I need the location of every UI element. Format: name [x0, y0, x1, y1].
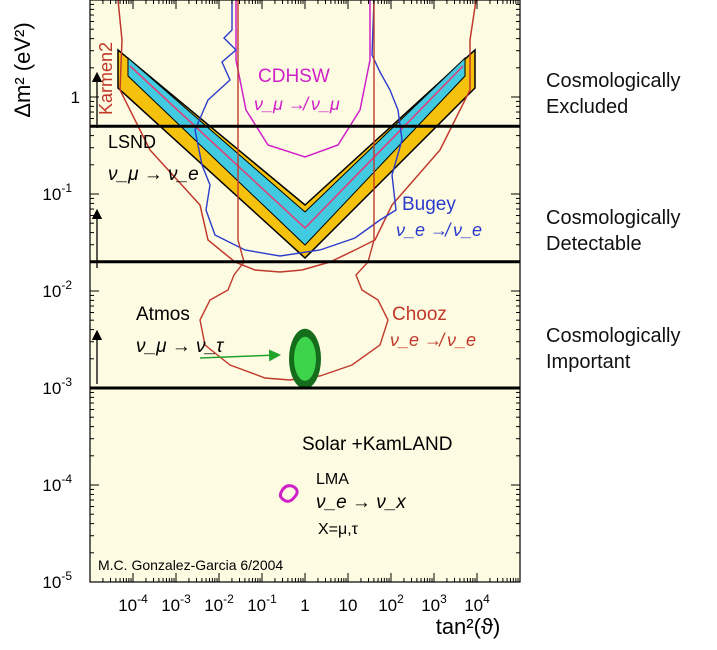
x-tick-label: 10-4	[118, 592, 148, 615]
label-cosmologically-excluded: Cosmologically Excluded	[546, 68, 681, 120]
atmos-process-label: ν_μ → ν_τ	[136, 336, 225, 357]
bugey-process-label: ν_e ↛ ν_e	[396, 220, 482, 240]
lsnd-best-fit-curve	[129, 65, 464, 230]
x-tick-label: 10	[339, 596, 358, 615]
atmos-arrow	[199, 349, 281, 362]
x-tick-label: 104	[464, 592, 490, 615]
y-tick-label: 1	[71, 88, 80, 107]
x-axis-label: tan²(ϑ)	[436, 614, 501, 639]
y-tick-label: 10-2	[42, 278, 72, 301]
cdhsw-process-label: ν_μ ↛ ν_μ	[254, 94, 340, 114]
y-axis-label: Δm² (eV²)	[10, 22, 35, 117]
x-tick-label: 10-2	[204, 592, 234, 615]
chooz-label: Chooz	[392, 304, 447, 325]
y-tick-label: 10-4	[42, 472, 72, 495]
x-tick-label: 10-3	[161, 592, 191, 615]
side-label-line1: Cosmologically	[546, 325, 681, 347]
cdhsw-exclusion-curve	[235, 0, 371, 158]
side-label-line1: Cosmologically	[546, 70, 681, 92]
y-tick-label: 10-3	[42, 375, 72, 398]
karmen2-label: Karmen2	[96, 42, 116, 115]
x-tick-label: 10-1	[247, 592, 277, 615]
x-tick-label: 102	[378, 592, 404, 615]
atmos-label: Atmos	[136, 304, 190, 325]
side-label-line2: Important	[546, 351, 631, 373]
chooz-process-label: ν_e ↛ ν_e	[390, 330, 476, 350]
solar-kamland-label: Solar +KamLAND	[302, 434, 452, 455]
cdhsw-label: CDHSW	[258, 66, 330, 87]
side-label-line2: Detectable	[546, 233, 642, 255]
y-tick-label: 10-5	[42, 569, 72, 592]
lma-process-label: ν_e → ν_x	[316, 492, 407, 513]
credit-label: M.C. Gonzalez-Garcia 6/2004	[98, 557, 283, 573]
lma-label: LMA	[316, 471, 349, 488]
label-cosmologically-important: Cosmologically Important	[546, 323, 681, 375]
x-tick-label: 1	[300, 596, 309, 615]
side-label-line1: Cosmologically	[546, 207, 681, 229]
karmen2-exclusion-curve	[117, 0, 477, 273]
side-label-line2: Excluded	[546, 96, 629, 118]
lsnd-label: LSND	[108, 132, 156, 152]
bugey-label: Bugey	[402, 194, 456, 215]
lma-allowed-region	[278, 484, 299, 503]
lma-flavor-label: X=μ,τ	[318, 521, 359, 538]
lsnd-allowed-band-inner	[127, 56, 466, 246]
label-cosmologically-detectable: Cosmologically Detectable	[546, 205, 681, 257]
atmos-allowed-region-inner	[294, 336, 316, 381]
chooz-exclusion-curve	[199, 0, 389, 381]
x-tick-label: 103	[421, 592, 447, 615]
y-tick-label: 10-1	[42, 181, 72, 204]
lsnd-process-label: ν_μ → ν_e	[108, 164, 199, 185]
bugey-exclusion-curve	[194, 0, 403, 257]
